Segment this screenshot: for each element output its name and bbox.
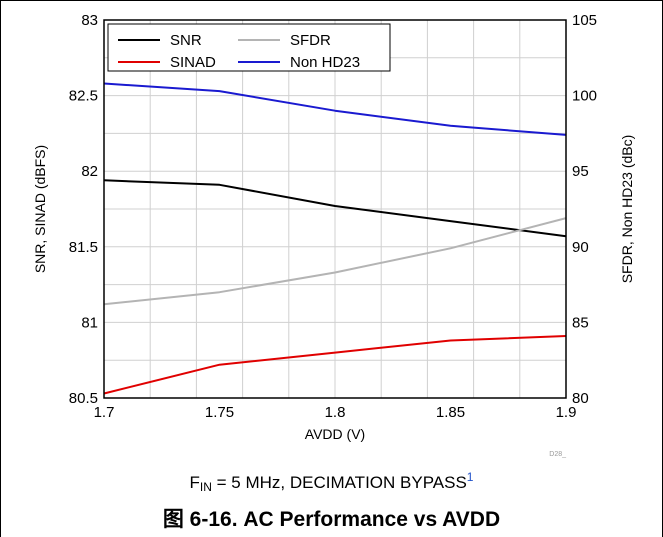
- condition-subscript: IN: [199, 480, 212, 494]
- y2-tick-label: 100: [572, 88, 597, 105]
- chart-grid: [104, 20, 566, 398]
- legend-label-sinad: SINAD: [170, 54, 216, 71]
- legend-label-sfdr: SFDR: [290, 32, 331, 49]
- y-tick-label: 83: [81, 12, 98, 29]
- series-line-non-hd23: [103, 82, 567, 136]
- figure-code: D28_: [549, 451, 566, 458]
- y-tick-label: 82.5: [69, 88, 98, 105]
- legend-box: [107, 23, 391, 72]
- figure-caption: 图 6-16. AC Performance vs AVDD: [162, 508, 501, 531]
- series-line-sfdr: [103, 217, 567, 306]
- y2-tick-label: 105: [572, 12, 597, 29]
- y2-axis-title: SFDR, Non HD23 (dBc): [619, 135, 635, 284]
- y2-tick-label: 85: [572, 314, 589, 331]
- y2-tick-label: 95: [572, 163, 589, 180]
- x-axis-title: AVDD (V): [305, 426, 365, 442]
- legend-label-snr: SNR: [170, 32, 202, 49]
- x-tick-label: 1.9: [556, 404, 577, 421]
- condition-text: = 5 MHz, DECIMATION BYPASS: [211, 473, 467, 492]
- chart-series: [103, 82, 567, 395]
- condition-prefix: F: [189, 473, 200, 492]
- test-condition: FIN = 5 MHz, DECIMATION BYPASS1: [0, 470, 663, 494]
- chart: 1.7 1.75 1.8 1.85 1.9 80.5 81 81.5 82 82.5 83 80 85 9…: [32, 12, 635, 458]
- legend-label-non-hd23: Non HD23: [290, 54, 360, 71]
- y-tick-label: 80.5: [69, 390, 98, 407]
- chart-ticks: 1.7 1.75 1.8 1.85 1.9 80.5 81 81.5 82 82.5 83 80 85 9…: [69, 12, 597, 421]
- x-tick-label: 1.75: [205, 404, 234, 421]
- series-line-sinad: [103, 335, 567, 395]
- x-tick-label: 1.8: [325, 404, 346, 421]
- y-tick-label: 81: [81, 314, 98, 331]
- y-tick-label: 81.5: [69, 239, 98, 256]
- condition-footnote-link[interactable]: 1: [466, 470, 474, 484]
- y-tick-label: 82: [81, 163, 98, 180]
- chart-legend: SNR SFDR SINAD Non HD23: [107, 23, 391, 72]
- y2-tick-label: 90: [572, 239, 589, 256]
- plot-border: [103, 19, 567, 399]
- frame-border-left: [0, 0, 1, 537]
- frame-border-top: [0, 0, 663, 1]
- x-tick-label: 1.7: [94, 404, 115, 421]
- y-axis-title: SNR, SINAD (dBFS): [32, 145, 48, 273]
- x-tick-label: 1.85: [436, 404, 465, 421]
- series-line-snr: [103, 179, 567, 238]
- y2-tick-label: 80: [572, 390, 589, 407]
